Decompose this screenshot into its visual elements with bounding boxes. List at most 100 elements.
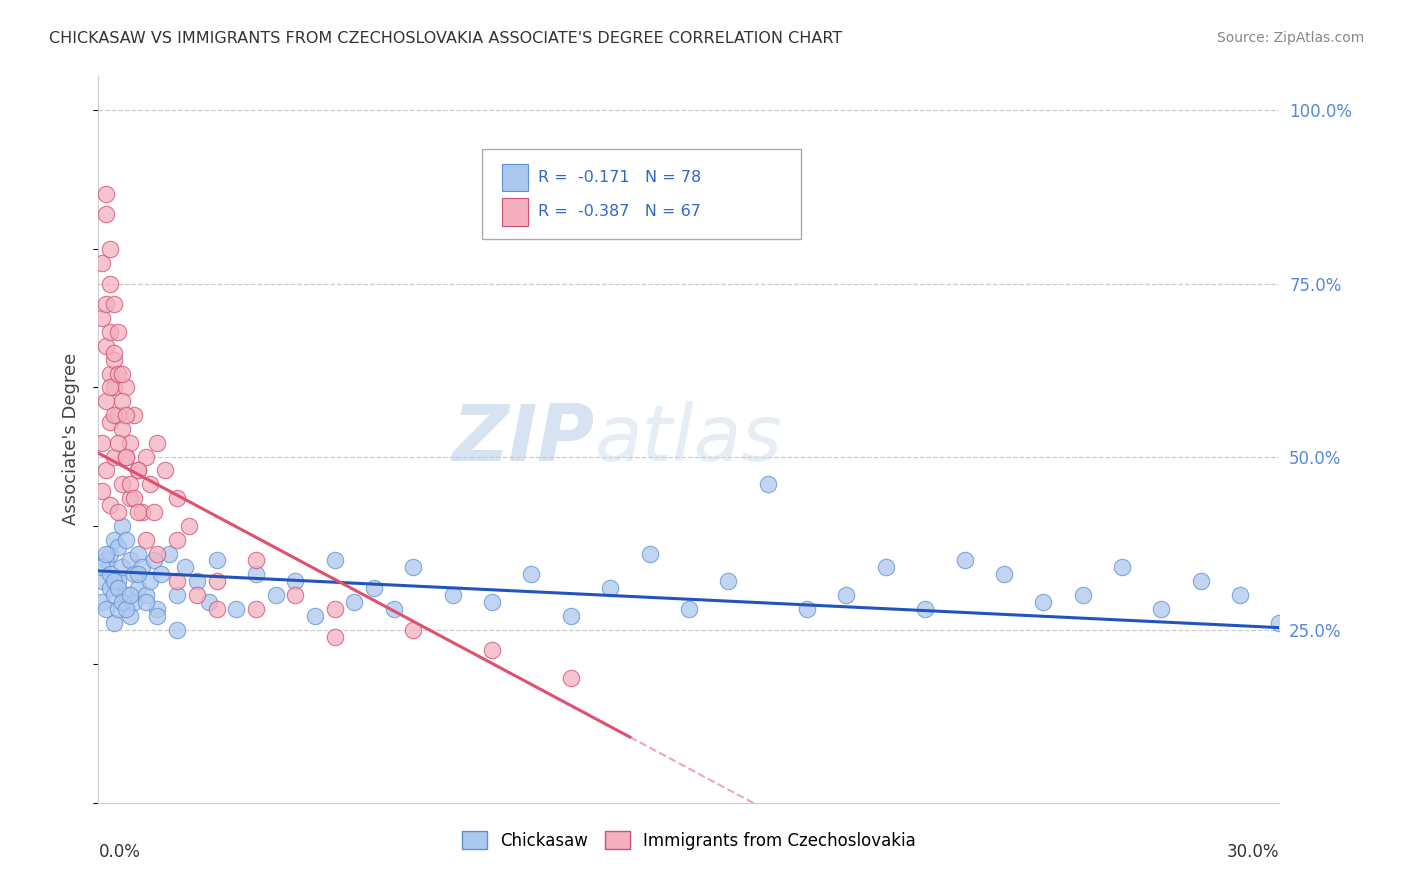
Point (96, 602, 118, 616)
Point (343, 595, 366, 609)
Point (91, 311, 114, 326)
Point (135, 533, 157, 547)
Point (323, 630, 346, 644)
Point (98, 547, 121, 561)
Point (98, 415, 121, 429)
Point (1032, 595, 1054, 609)
Point (127, 463, 149, 477)
Text: ZIP: ZIP (453, 401, 595, 477)
Point (103, 297, 125, 311)
Point (245, 602, 267, 616)
Point (245, 567, 267, 582)
Point (402, 560, 425, 574)
Point (107, 574, 129, 589)
Point (107, 602, 129, 616)
Point (142, 505, 165, 519)
Point (111, 367, 134, 381)
Point (441, 588, 464, 602)
Point (363, 581, 385, 595)
Point (103, 450, 125, 464)
Point (186, 574, 208, 589)
Text: 0.0%: 0.0% (98, 843, 141, 861)
Point (96, 297, 118, 311)
Point (96, 463, 118, 477)
Point (103, 352, 125, 367)
Point (304, 608, 326, 623)
Point (96, 553, 118, 567)
Point (91, 574, 114, 589)
Point (96, 207, 118, 221)
Point (1150, 602, 1173, 616)
Point (127, 567, 149, 582)
Point (284, 588, 307, 602)
Point (118, 491, 141, 505)
Point (96, 547, 118, 561)
Point (131, 560, 153, 574)
Point (103, 533, 125, 547)
Point (875, 560, 897, 574)
Point (103, 345, 125, 359)
Point (205, 553, 228, 567)
Point (91, 560, 114, 574)
Point (146, 547, 169, 561)
Bar (502, 164, 529, 192)
Point (91, 435, 114, 450)
Y-axis label: Associate's Degree: Associate's Degree (62, 353, 80, 525)
Point (98, 325, 121, 339)
Point (142, 553, 165, 567)
Point (382, 602, 405, 616)
Point (323, 553, 346, 567)
Point (166, 491, 188, 505)
Point (245, 553, 267, 567)
Point (186, 588, 208, 602)
Point (115, 588, 138, 602)
Point (91, 595, 114, 609)
Point (122, 567, 145, 582)
Bar (502, 198, 529, 226)
Point (135, 450, 157, 464)
Point (638, 547, 661, 561)
Point (146, 435, 169, 450)
Point (107, 581, 129, 595)
Point (197, 595, 219, 609)
Point (323, 602, 346, 616)
Point (131, 505, 153, 519)
Point (111, 394, 134, 409)
Point (118, 477, 141, 491)
Point (98, 567, 121, 582)
Point (205, 574, 228, 589)
Point (118, 588, 141, 602)
Point (146, 608, 169, 623)
Point (1071, 588, 1094, 602)
Point (264, 588, 287, 602)
Point (107, 408, 129, 422)
Point (96, 186, 118, 201)
Point (107, 367, 129, 381)
Point (107, 325, 129, 339)
Point (111, 477, 134, 491)
Point (1189, 574, 1212, 589)
Point (96, 394, 118, 409)
Point (98, 242, 121, 256)
Point (135, 595, 157, 609)
Point (103, 588, 125, 602)
Point (115, 450, 138, 464)
Point (166, 533, 188, 547)
Point (98, 581, 121, 595)
Point (96, 339, 118, 353)
Point (1111, 560, 1133, 574)
Point (138, 574, 160, 589)
Point (953, 553, 976, 567)
Point (481, 595, 503, 609)
Point (98, 277, 121, 291)
Point (115, 602, 138, 616)
Point (560, 671, 582, 685)
Point (103, 380, 125, 394)
Point (91, 484, 114, 499)
Point (111, 519, 134, 533)
Point (118, 553, 141, 567)
Point (560, 608, 582, 623)
Point (122, 491, 145, 505)
Point (914, 602, 936, 616)
Point (103, 615, 125, 630)
